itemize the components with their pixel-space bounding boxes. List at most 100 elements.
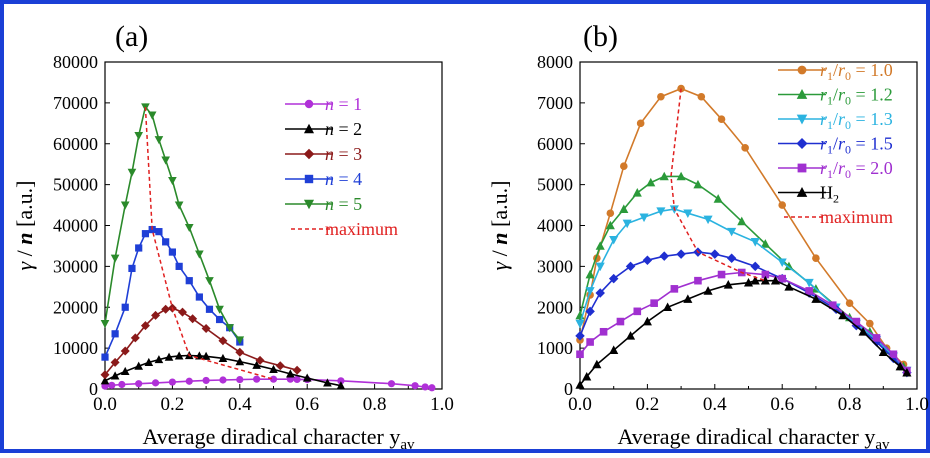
- legend-sub1: 1: [827, 94, 833, 108]
- data-point: [235, 357, 245, 366]
- data-point: [575, 319, 585, 329]
- data-point: [168, 176, 177, 186]
- data-point: [164, 352, 174, 361]
- y-axis-label: γ / n [a.u.]: [487, 181, 512, 271]
- data-point: [120, 201, 130, 210]
- data-point: [642, 316, 652, 326]
- data-point: [195, 293, 203, 301]
- data-point: [151, 379, 160, 387]
- data-point: [108, 381, 116, 389]
- y-axis-label-gamma: γ: [12, 260, 37, 270]
- panel-label: (b): [583, 20, 618, 53]
- data-point: [120, 346, 130, 356]
- legend-label: H2: [820, 183, 839, 206]
- series-r1-r0-2-0: [576, 268, 911, 375]
- data-point: [693, 179, 703, 189]
- data-point: [110, 254, 120, 263]
- data-point: [582, 371, 592, 381]
- x-axis-label: Average diradical character yav: [142, 424, 415, 453]
- data-point: [215, 315, 224, 324]
- data-point: [411, 382, 419, 390]
- data-point: [872, 334, 881, 342]
- data-point: [147, 111, 157, 120]
- x-axis-label-text: Average diradical character y: [142, 424, 400, 449]
- x-tick-label: 0.0: [568, 394, 592, 415]
- y-tick-label: 30000: [53, 256, 98, 276]
- data-point: [777, 258, 787, 268]
- x-tick-label: 0.6: [770, 394, 794, 415]
- data-point: [585, 306, 595, 317]
- data-point: [255, 355, 265, 365]
- data-point: [737, 216, 747, 226]
- data-point: [750, 261, 760, 272]
- legend-label: n = 4: [325, 169, 362, 189]
- legend-sub0: 0: [845, 167, 851, 181]
- data-point: [620, 162, 628, 171]
- data-point: [111, 330, 119, 338]
- data-point: [683, 294, 693, 303]
- data-point: [215, 305, 224, 314]
- data-point: [134, 361, 144, 370]
- data-point: [302, 373, 312, 382]
- legend-label: n = 3: [325, 144, 362, 164]
- legend-value: = 1.2: [851, 85, 893, 105]
- data-point: [205, 305, 214, 313]
- legend-value: = 1.0: [851, 60, 893, 80]
- data-point: [585, 287, 595, 296]
- data-point: [128, 264, 136, 273]
- legend-label: r1/r0 = 1.2: [820, 85, 893, 108]
- data-point: [161, 304, 171, 314]
- legend-value: = 1: [334, 94, 362, 114]
- data-point: [323, 378, 332, 387]
- data-point: [225, 324, 235, 333]
- data-point: [275, 361, 285, 371]
- data-point: [805, 287, 813, 295]
- x-axis-label-subscript: av: [875, 437, 890, 453]
- legend-value: = 2.0: [851, 158, 893, 178]
- data-point: [717, 115, 726, 124]
- legend-h: H: [820, 183, 833, 203]
- series-maximum: [144, 106, 274, 380]
- legend-slash: /: [833, 60, 838, 80]
- data-point: [622, 219, 632, 229]
- x-tick-label: 0.2: [636, 394, 660, 415]
- y-axis-label: γ / n [a.u.]: [12, 181, 37, 271]
- data-point: [659, 251, 669, 261]
- data-point: [428, 384, 436, 392]
- x-tick-label: 0.4: [703, 394, 727, 415]
- data-point: [703, 286, 713, 295]
- legend-r1: r: [820, 134, 828, 154]
- data-point: [576, 350, 584, 359]
- data-point: [650, 299, 658, 307]
- data-point: [118, 380, 126, 389]
- data-point: [760, 239, 770, 248]
- data-point: [750, 275, 760, 285]
- data-point: [185, 277, 193, 285]
- legend-text: maximum: [325, 219, 398, 239]
- legend-label: n = 1: [325, 94, 362, 114]
- y-tick-label: 40000: [53, 216, 98, 236]
- data-point: [778, 274, 786, 283]
- data-point: [761, 270, 770, 279]
- data-point: [178, 307, 188, 317]
- data-point: [812, 254, 820, 262]
- data-point: [625, 261, 636, 272]
- data-point: [599, 327, 608, 336]
- data-point: [100, 320, 110, 329]
- data-point: [633, 307, 642, 316]
- legend-marker: [796, 187, 808, 197]
- data-point: [174, 201, 184, 210]
- legend-r1: r: [820, 109, 828, 129]
- legend-n: n: [325, 94, 334, 114]
- data-point: [286, 369, 295, 378]
- data-point: [710, 249, 720, 259]
- x-tick-label: 0.6: [295, 394, 319, 415]
- data-point: [784, 261, 794, 271]
- legend-value: = 3: [334, 144, 362, 164]
- legend-marker: [797, 65, 807, 75]
- y-tick-label: 4000: [537, 216, 573, 236]
- data-point: [694, 276, 702, 285]
- legend-marker: [796, 114, 808, 125]
